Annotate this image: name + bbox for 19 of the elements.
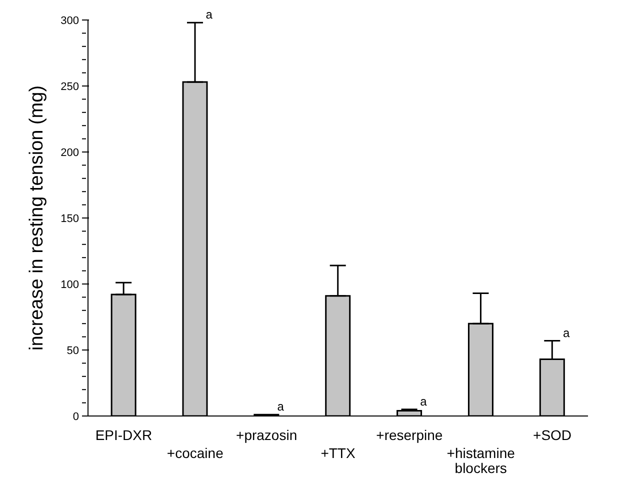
annotation: a <box>206 8 213 22</box>
x-tick-label: +histamine blockers <box>446 445 516 476</box>
annotation: a <box>562 326 570 340</box>
y-tick-label: 100 <box>60 279 79 291</box>
y-tick-label: 50 <box>66 345 79 357</box>
y-tick-label: 0 <box>72 411 79 423</box>
y-tick-label: 200 <box>60 147 79 159</box>
y-axis-title: increase in resting tension (mg) <box>26 85 48 351</box>
y-tick-label: 150 <box>60 213 79 225</box>
x-tick-label: +TTX <box>320 445 356 461</box>
x-tick-label: EPI-DXR <box>95 427 152 443</box>
x-tick-label: +prazosin <box>236 427 298 443</box>
annotation: a <box>277 400 284 414</box>
x-tick-label: +reserpine <box>376 427 443 443</box>
x-tick-label: +cocaine <box>166 445 224 461</box>
y-tick-label: 250 <box>60 81 79 93</box>
annotation: a <box>420 394 428 408</box>
x-tick-label: +SOD <box>533 427 572 443</box>
y-tick-label: 300 <box>60 15 79 27</box>
